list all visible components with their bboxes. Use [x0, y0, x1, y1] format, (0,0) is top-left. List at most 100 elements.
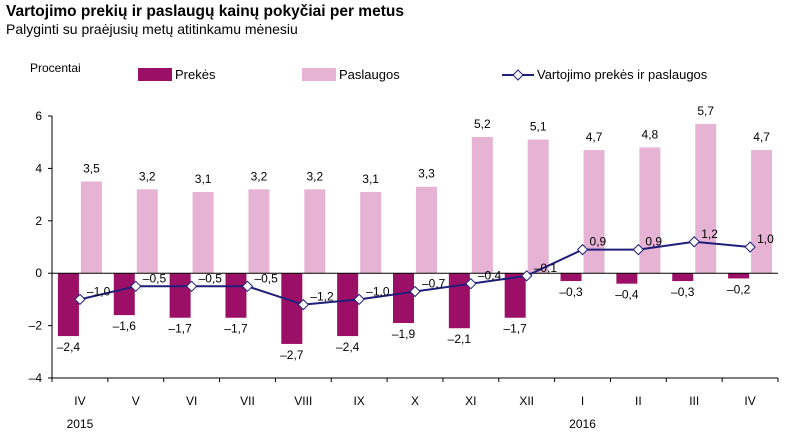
data-label-services: 3,1 [362, 172, 379, 186]
data-label-goods: –1,7 [504, 322, 528, 336]
data-label-services: 3,2 [251, 169, 268, 183]
x-tick-label: VII [240, 394, 255, 408]
x-tick-label: VIII [294, 394, 312, 408]
year-label: 2015 [67, 417, 94, 431]
data-label-total: –0,5 [143, 271, 167, 285]
data-label-total: –1,2 [310, 290, 334, 304]
bar-services [248, 189, 270, 274]
data-label-goods: –0,3 [559, 285, 583, 299]
y-tick-label: –2 [29, 319, 43, 333]
bar-services [192, 191, 214, 274]
x-tick-label: V [132, 394, 140, 408]
data-label-total: –0,5 [254, 271, 278, 285]
bar-goods [448, 273, 470, 329]
point-total [74, 293, 86, 306]
point-total [241, 280, 254, 293]
y-axis-label: Procentai [30, 61, 81, 75]
legend-label-services: Paslaugos [339, 67, 400, 82]
point-total [297, 298, 310, 311]
data-label-services: 3,5 [83, 162, 100, 176]
bar-services [80, 181, 102, 274]
legend-swatch-goods [138, 68, 172, 81]
bar-services [136, 189, 158, 274]
data-label-services: 4,8 [642, 127, 659, 141]
x-tick-label: IX [353, 394, 364, 408]
bar-services [695, 123, 717, 274]
legend-label-goods: Prekės [175, 67, 216, 82]
x-tick-label: I [581, 394, 584, 408]
data-label-services: 4,7 [586, 130, 603, 144]
legend-label-total: Vartojimo prekės ir paslaugos [537, 67, 708, 82]
y-tick-label: 6 [35, 109, 42, 123]
bar-goods [113, 273, 135, 316]
data-label-goods: –0,4 [615, 288, 639, 302]
point-total [688, 236, 700, 248]
data-label-total: –0,7 [422, 277, 446, 291]
year-label: 2016 [569, 417, 596, 431]
bar-services [360, 191, 382, 274]
x-tick-label: III [689, 394, 699, 408]
x-tick-label: II [635, 394, 642, 408]
data-label-goods: –1,9 [392, 327, 416, 341]
point-total [130, 280, 142, 293]
legend-swatch-services [302, 68, 336, 81]
data-label-services: 5,7 [697, 104, 714, 118]
data-label-total: 1,0 [757, 232, 774, 246]
point-total [744, 241, 756, 253]
point-total [465, 277, 477, 290]
bar-services [639, 147, 661, 274]
data-label-goods: –0,2 [727, 282, 751, 296]
x-tick-label: XII [519, 394, 534, 408]
bar-goods [728, 273, 750, 279]
x-tick-label: VI [186, 394, 197, 408]
x-tick-label: IV [74, 394, 85, 408]
data-label-goods: –0,3 [671, 285, 695, 299]
data-label-services: 3,1 [195, 172, 212, 186]
x-tick-label: X [411, 394, 419, 408]
x-tick-label: XI [465, 394, 476, 408]
data-label-total: 1,2 [701, 227, 718, 241]
data-label-total: 0,9 [645, 235, 662, 249]
data-label-goods: –2,4 [336, 340, 360, 354]
bar-services [751, 150, 773, 274]
bar-goods [560, 273, 582, 282]
bar-services [416, 186, 437, 274]
data-label-goods: –2,1 [448, 332, 472, 346]
bar-goods [57, 273, 79, 337]
point-total [409, 285, 421, 298]
data-label-services: 4,7 [753, 130, 770, 144]
y-tick-label: 2 [35, 214, 42, 228]
point-total [185, 280, 198, 293]
bar-goods [504, 273, 526, 318]
data-label-total: –1,0 [366, 284, 390, 298]
x-tick-label: IV [744, 394, 755, 408]
data-label-services: 3,2 [139, 169, 156, 183]
data-label-total: –0,5 [199, 271, 223, 285]
data-label-total: –1,0 [87, 284, 111, 298]
chart-subtitle: Palyginti su praėjusių metų atitinkamu m… [6, 21, 298, 37]
data-label-total: –0,4 [478, 269, 502, 283]
bar-goods [616, 273, 638, 284]
data-label-goods: –2,4 [57, 340, 81, 354]
point-total [353, 293, 365, 306]
bar-services [583, 150, 605, 274]
y-tick-label: 4 [35, 161, 42, 175]
bar-goods [393, 273, 414, 323]
data-label-services: 3,3 [418, 167, 435, 181]
data-label-services: 3,2 [306, 169, 323, 183]
data-label-goods: –1,7 [168, 322, 192, 336]
point-total [632, 243, 645, 256]
data-label-goods: –1,6 [113, 319, 137, 333]
bar-goods [169, 273, 191, 318]
bar-goods [281, 273, 303, 344]
point-total [576, 243, 589, 256]
bar-services [304, 189, 326, 274]
y-tick-label: –4 [29, 371, 43, 385]
legend-marker-total [512, 69, 524, 81]
data-label-goods: –2,7 [280, 348, 304, 362]
point-total [520, 270, 533, 282]
data-label-total: –0,1 [534, 261, 558, 275]
y-tick-label: 0 [35, 266, 42, 280]
data-label-total: 0,9 [590, 235, 607, 249]
